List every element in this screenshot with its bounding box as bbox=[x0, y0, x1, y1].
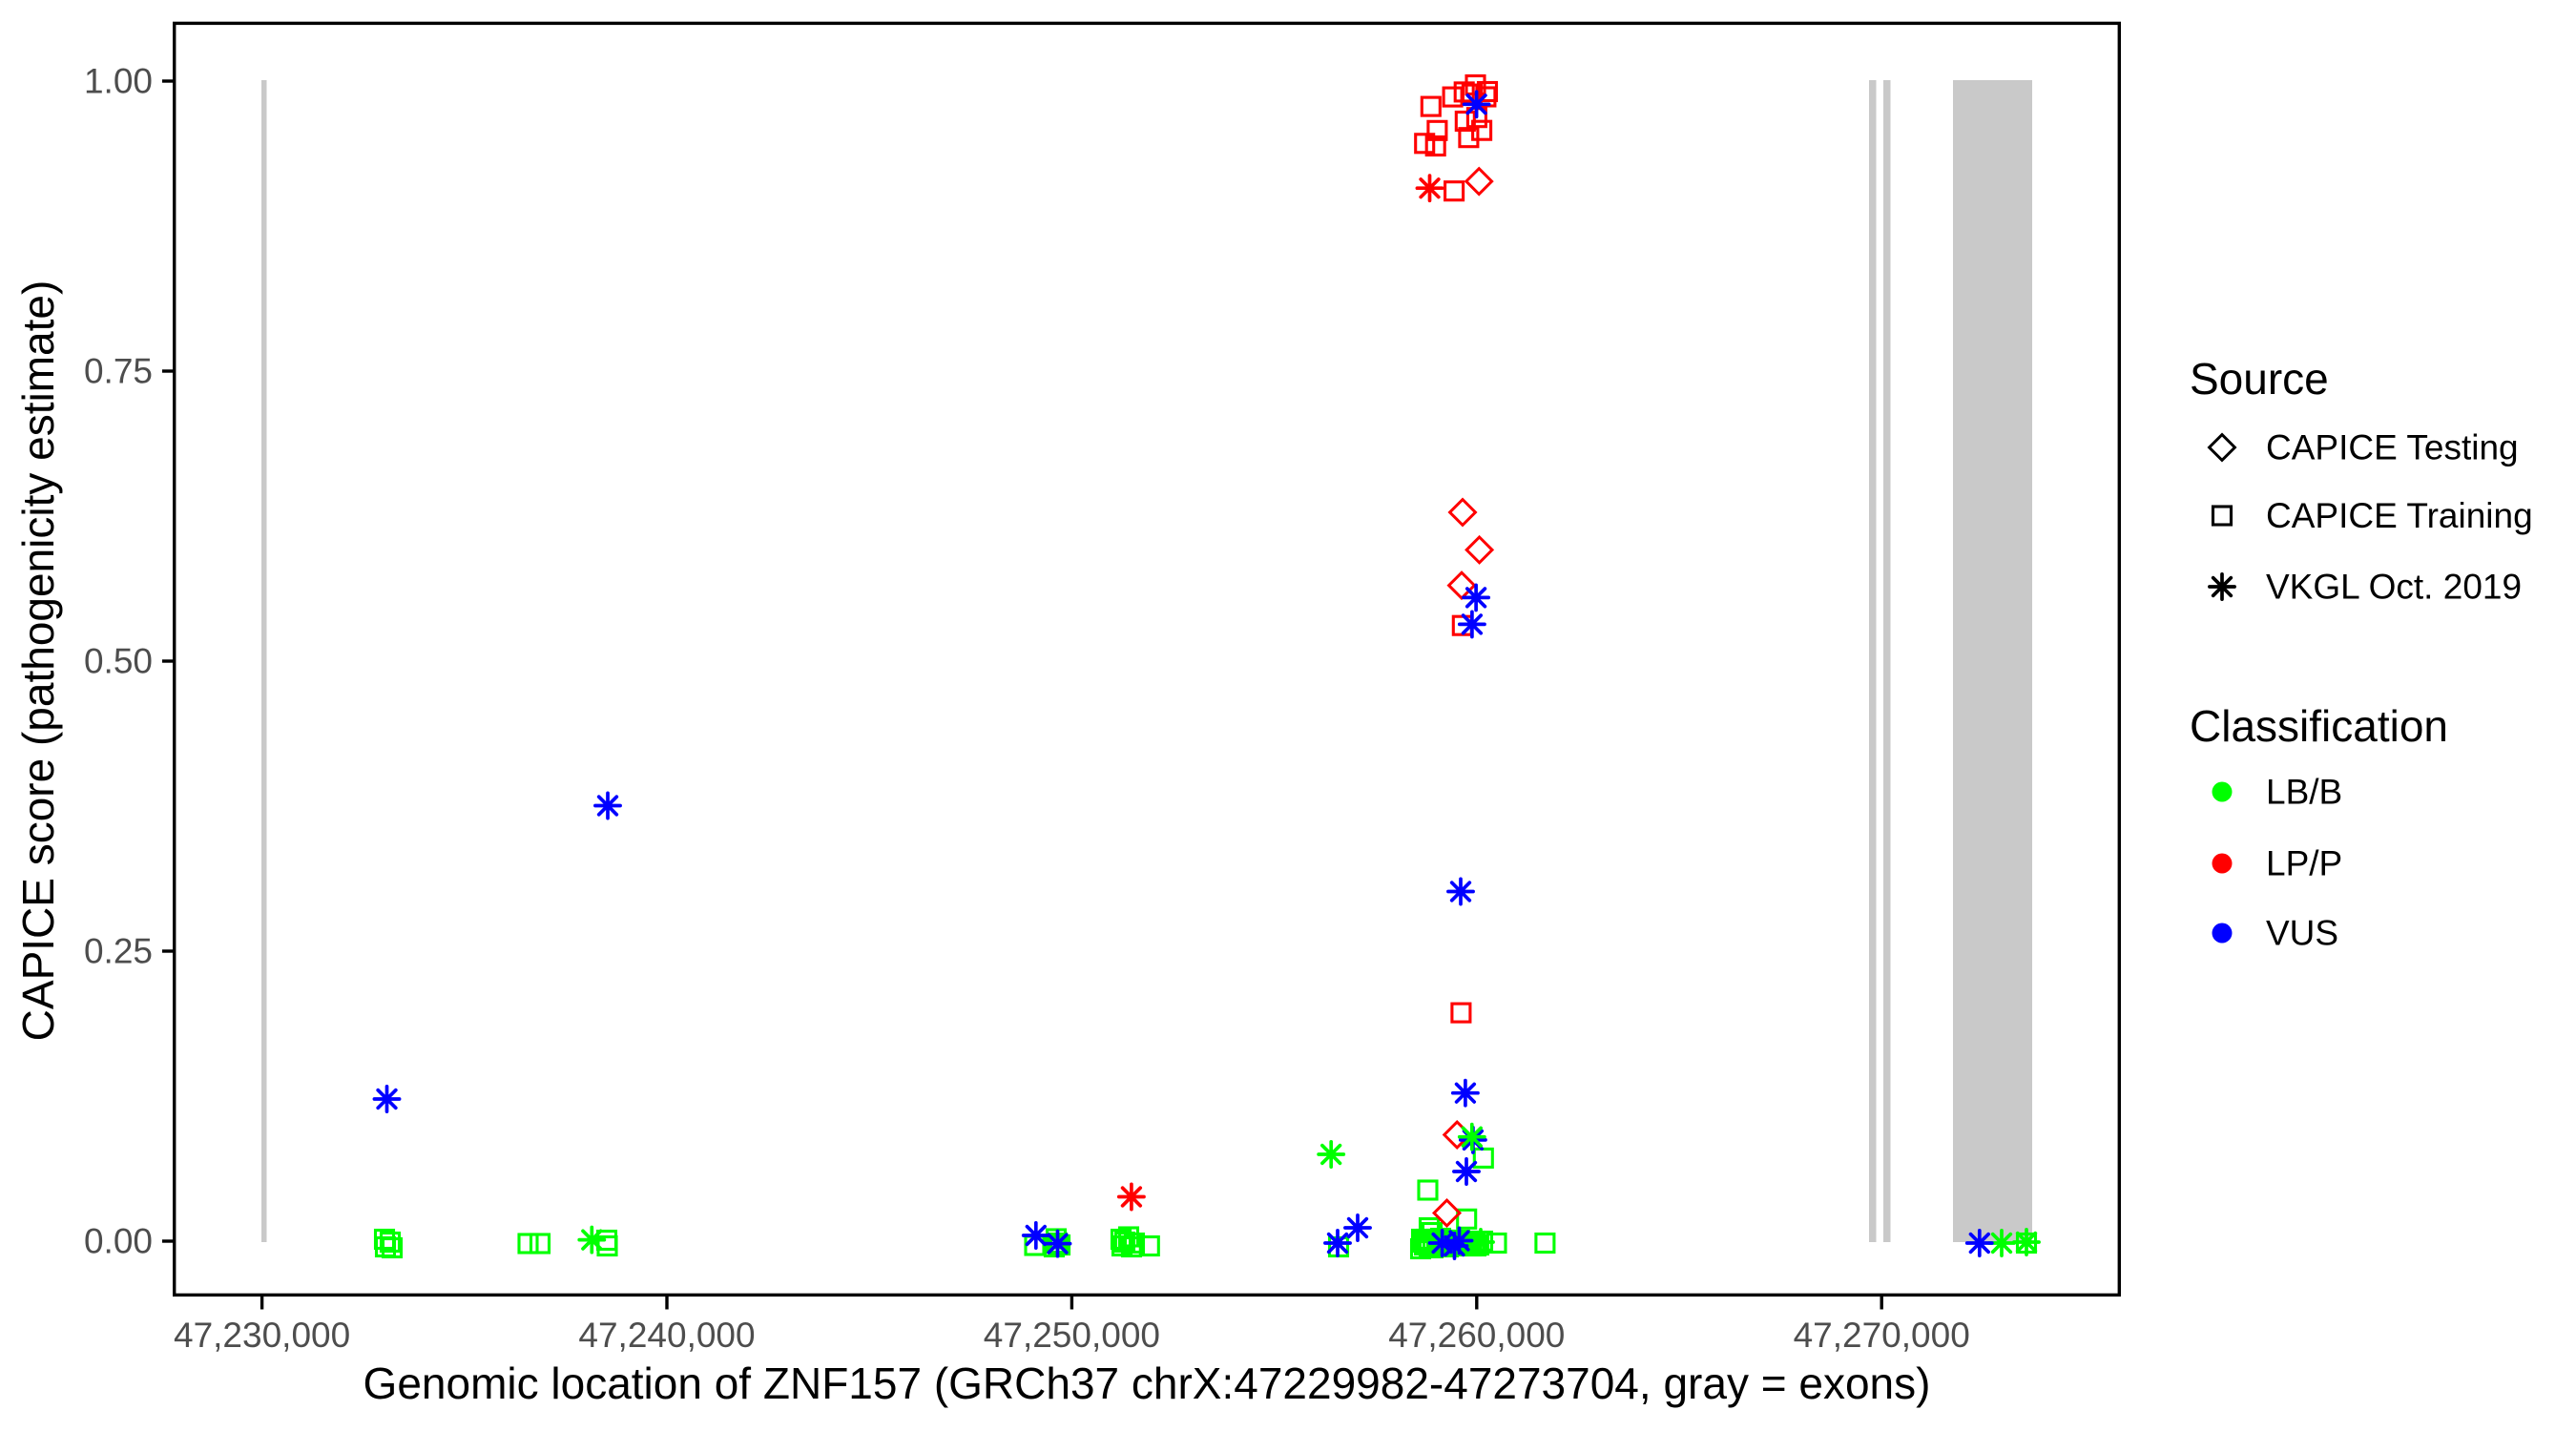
svg-text:Source: Source bbox=[2190, 354, 2329, 404]
svg-text:0.00: 0.00 bbox=[84, 1222, 153, 1261]
svg-text:1.00: 1.00 bbox=[84, 62, 153, 101]
svg-text:47,270,000: 47,270,000 bbox=[1794, 1316, 1970, 1355]
svg-text:47,250,000: 47,250,000 bbox=[984, 1316, 1160, 1355]
svg-text:CAPICE Training: CAPICE Training bbox=[2266, 496, 2533, 535]
svg-text:Classification: Classification bbox=[2190, 701, 2448, 751]
svg-text:LP/P: LP/P bbox=[2266, 844, 2342, 883]
svg-text:CAPICE score (pathogenicity es: CAPICE score (pathogenicity estimate) bbox=[13, 280, 63, 1042]
svg-text:LB/B: LB/B bbox=[2266, 773, 2342, 812]
svg-text:VKGL Oct. 2019: VKGL Oct. 2019 bbox=[2266, 568, 2522, 607]
svg-text:Genomic location of ZNF157 (GR: Genomic location of ZNF157 (GRCh37 chrX:… bbox=[364, 1358, 1931, 1408]
svg-text:47,260,000: 47,260,000 bbox=[1388, 1316, 1565, 1355]
svg-text:CAPICE Testing: CAPICE Testing bbox=[2266, 428, 2519, 467]
svg-text:47,240,000: 47,240,000 bbox=[578, 1316, 755, 1355]
svg-text:0.75: 0.75 bbox=[84, 352, 153, 391]
svg-text:47,230,000: 47,230,000 bbox=[174, 1316, 350, 1355]
svg-text:0.25: 0.25 bbox=[84, 932, 153, 971]
svg-text:VUS: VUS bbox=[2266, 914, 2338, 953]
svg-text:0.50: 0.50 bbox=[84, 642, 153, 681]
